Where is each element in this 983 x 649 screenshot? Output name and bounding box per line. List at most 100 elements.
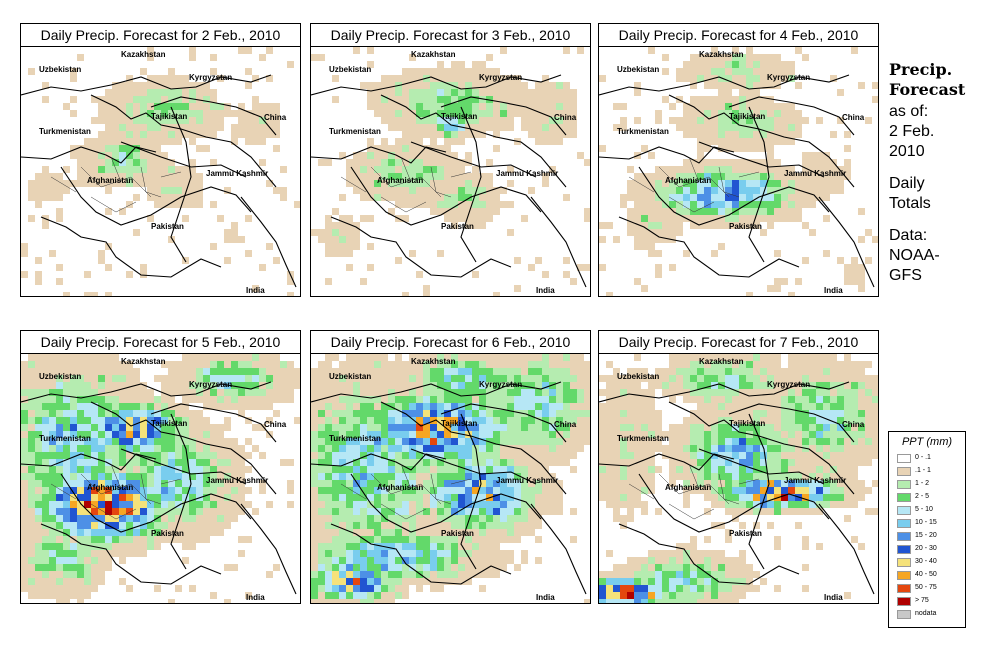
precip-cell xyxy=(570,110,577,117)
precip-cell xyxy=(535,89,542,96)
precip-cell xyxy=(35,473,42,480)
precip-cell xyxy=(91,354,98,361)
precip-cell xyxy=(634,424,641,431)
precip-cell xyxy=(479,473,486,480)
precip-cell xyxy=(634,368,641,375)
precip-cell xyxy=(395,138,402,145)
precip-cell xyxy=(147,159,154,166)
precip-cell xyxy=(325,494,332,501)
precip-cell xyxy=(739,508,746,515)
precip-cell xyxy=(507,459,514,466)
precip-cell xyxy=(528,473,535,480)
precip-cell xyxy=(711,138,718,145)
precip-cell xyxy=(563,389,570,396)
precip-cell xyxy=(549,452,556,459)
precip-cell xyxy=(451,382,458,389)
precip-cell xyxy=(374,522,381,529)
precip-cell xyxy=(599,592,606,599)
precip-cell xyxy=(641,229,648,236)
precip-cell xyxy=(725,536,732,543)
precip-cell xyxy=(472,180,479,187)
precip-cell xyxy=(28,592,35,599)
precip-cell xyxy=(837,166,844,173)
precip-cell xyxy=(210,117,217,124)
precip-cell xyxy=(620,480,627,487)
precip-cell xyxy=(493,368,500,375)
precip-cell xyxy=(521,375,528,382)
precip-cell xyxy=(641,487,648,494)
precip-cell xyxy=(444,396,451,403)
precip-cell xyxy=(507,431,514,438)
precip-cell xyxy=(273,124,280,131)
precip-cell xyxy=(809,473,816,480)
precip-cell xyxy=(21,473,28,480)
precip-cell xyxy=(388,103,395,110)
precip-cell xyxy=(584,396,590,403)
precip-cell xyxy=(56,208,63,215)
precip-cell xyxy=(56,431,63,438)
precip-cell xyxy=(252,382,259,389)
precip-cell xyxy=(718,487,725,494)
precip-cell xyxy=(781,403,788,410)
precip-cell xyxy=(91,501,98,508)
precip-cell xyxy=(704,536,711,543)
precip-cell xyxy=(63,480,70,487)
precip-cell xyxy=(823,215,830,222)
precip-cell xyxy=(493,550,500,557)
precip-cell xyxy=(641,578,648,585)
precip-cell xyxy=(318,480,325,487)
precip-cell xyxy=(84,180,91,187)
precip-cell xyxy=(140,264,147,271)
precip-cell xyxy=(245,131,252,138)
precip-cell xyxy=(556,480,563,487)
precip-cell xyxy=(374,550,381,557)
precip-cell xyxy=(725,368,732,375)
precip-cell xyxy=(669,264,676,271)
precip-cell xyxy=(325,543,332,550)
precip-cell xyxy=(367,564,374,571)
precip-cell xyxy=(273,382,280,389)
precip-cell xyxy=(634,501,641,508)
precip-cell xyxy=(746,187,753,194)
precip-cell xyxy=(620,571,627,578)
precip-cell xyxy=(63,571,70,578)
precip-cell xyxy=(802,368,809,375)
precip-cell xyxy=(245,82,252,89)
precip-cell xyxy=(203,417,210,424)
precip-cell xyxy=(634,410,641,417)
precip-cell xyxy=(217,403,224,410)
precip-cell xyxy=(451,173,458,180)
precip-cell xyxy=(381,145,388,152)
precip-cell xyxy=(21,466,28,473)
precip-cell xyxy=(662,599,669,603)
precip-cell xyxy=(563,124,570,131)
precip-cell xyxy=(252,403,259,410)
precip-cell xyxy=(133,159,140,166)
precip-cell xyxy=(437,152,444,159)
precip-cell xyxy=(311,508,318,515)
precip-cell xyxy=(332,96,339,103)
precip-cell xyxy=(266,382,273,389)
precip-cell xyxy=(63,431,70,438)
precip-cell xyxy=(119,550,126,557)
precip-cell xyxy=(196,103,203,110)
precip-cell xyxy=(451,473,458,480)
precip-cell xyxy=(77,550,84,557)
precip-cell xyxy=(311,557,318,564)
precip-cell xyxy=(374,452,381,459)
precip-cell xyxy=(788,173,795,180)
precip-cell xyxy=(662,585,669,592)
precip-cell xyxy=(98,375,105,382)
precip-cell xyxy=(168,159,175,166)
precip-cell xyxy=(858,278,865,285)
precip-cell xyxy=(563,257,570,264)
precip-cell xyxy=(528,389,535,396)
precip-cell xyxy=(493,382,500,389)
precip-cell xyxy=(318,494,325,501)
precip-cell xyxy=(781,389,788,396)
precip-cell xyxy=(823,445,830,452)
precip-cell xyxy=(774,215,781,222)
precip-cell xyxy=(360,501,367,508)
precip-cell xyxy=(606,550,613,557)
precip-cell xyxy=(77,159,84,166)
